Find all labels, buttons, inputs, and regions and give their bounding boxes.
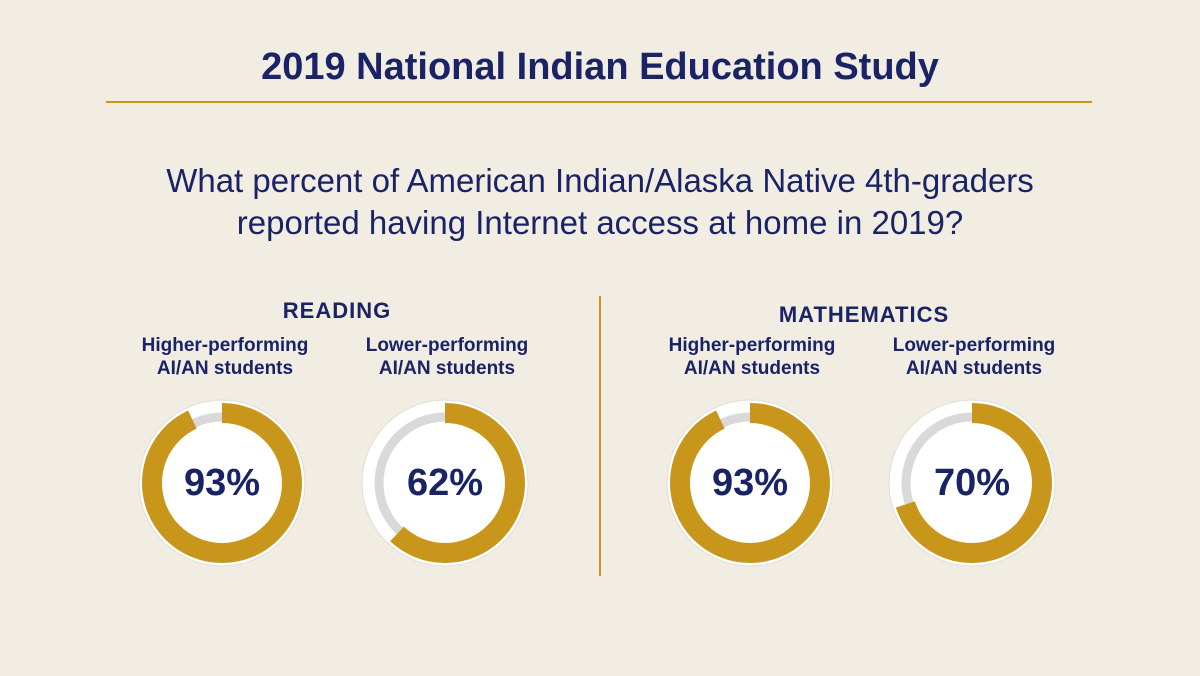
donut-arc-math-higher <box>670 403 830 563</box>
donut-chart <box>888 399 1056 567</box>
donut-math-lower: 70% <box>887 398 1057 568</box>
donut-arc-reading-lower <box>365 403 525 563</box>
donut-background <box>138 399 306 567</box>
donut-math-higher: 93% <box>665 398 835 568</box>
donut-chart <box>666 399 834 567</box>
value-label-math-higher: 93% <box>711 461 789 504</box>
question-line-2: reported having Internet access at home … <box>236 204 964 241</box>
group-label-line: AI/AN students <box>156 358 294 379</box>
group-label-reading-lower: Lower-performing AI/AN students <box>337 334 557 380</box>
section-title-mathematics: MATHEMATICS <box>778 302 950 327</box>
group-label-reading-higher: Higher-performing AI/AN students <box>115 334 335 380</box>
group-label-math-higher: Higher-performing AI/AN students <box>642 334 862 380</box>
group-label-line: AI/AN students <box>905 358 1043 379</box>
value-label-reading-lower: 62% <box>406 461 484 504</box>
page-title: 2019 National Indian Education Study <box>261 46 939 88</box>
donut-background <box>666 399 834 567</box>
donut-reading-lower: 62% <box>360 398 530 568</box>
question-line-1: What percent of American Indian/Alaska N… <box>166 162 1034 199</box>
value-label-reading-higher: 93% <box>183 461 261 504</box>
section-divider <box>599 296 601 576</box>
group-label-line: Lower-performing <box>365 335 529 356</box>
group-label-line: Lower-performing <box>892 335 1056 356</box>
donut-arc-reading-higher <box>142 403 302 563</box>
group-label-line: Higher-performing <box>141 335 309 356</box>
group-label-line: Higher-performing <box>668 335 836 356</box>
donut-chart <box>361 399 529 567</box>
group-label-line: AI/AN students <box>683 358 821 379</box>
donut-arc-math-lower <box>892 403 1052 563</box>
title-divider <box>106 101 1092 103</box>
group-label-math-lower: Lower-performing AI/AN students <box>864 334 1084 380</box>
donut-chart <box>138 399 306 567</box>
donut-reading-higher: 93% <box>137 398 307 568</box>
section-title-reading: READING <box>282 298 392 323</box>
value-label-math-lower: 70% <box>933 461 1011 504</box>
group-label-line: AI/AN students <box>378 358 516 379</box>
donut-background <box>361 399 529 567</box>
donut-background <box>888 399 1056 567</box>
question-text: What percent of American Indian/Alaska N… <box>100 160 1100 244</box>
